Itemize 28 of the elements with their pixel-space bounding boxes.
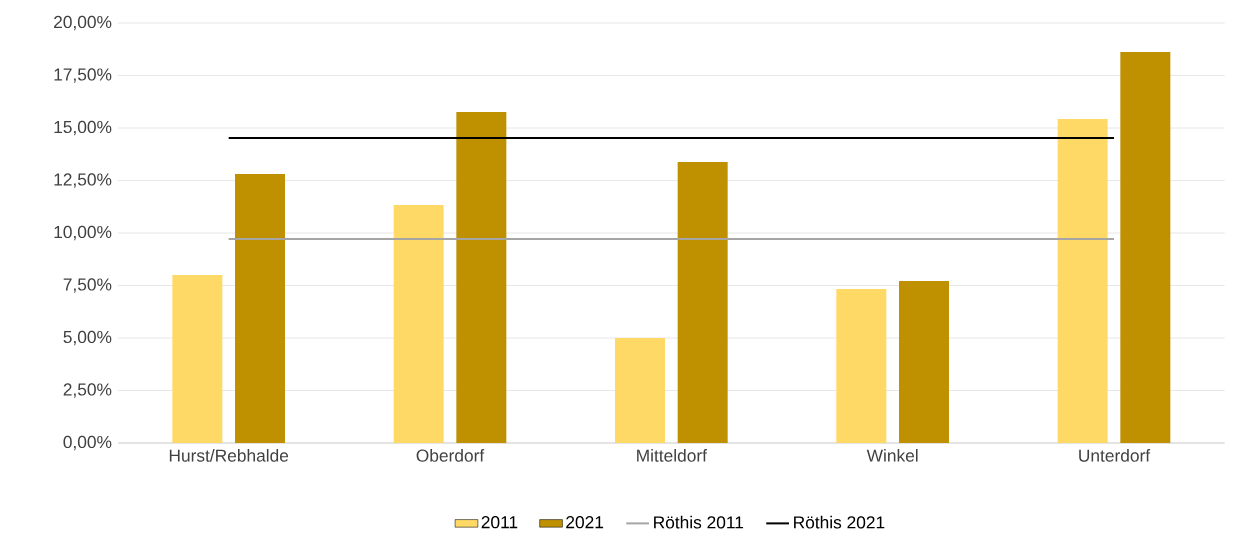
bar [1057, 118, 1108, 443]
legend-label: 2021 [566, 516, 604, 529]
bar [836, 289, 887, 443]
y-tick-label: 5,00% [63, 330, 112, 346]
y-tick-label: 12,50% [54, 173, 112, 188]
legend-label: Röthis 2011 [654, 515, 744, 529]
x-tick-label: Mitteldorf [637, 449, 707, 462]
y-tick-label: 2,50% [63, 383, 112, 398]
y-tick-label: 15,00% [54, 120, 112, 136]
bar [615, 338, 665, 443]
y-tick-label: 10,00% [54, 225, 112, 241]
x-tick-label: Oberdorf [416, 449, 485, 462]
bar [1120, 51, 1171, 443]
bar [235, 173, 285, 443]
x-tick-label: Winkel [866, 449, 918, 462]
bar [899, 281, 949, 443]
bar [677, 162, 728, 443]
y-tick-label: 0,00% [63, 435, 112, 451]
y-tick-label: 20,00% [54, 15, 112, 31]
x-tick-label: Hurst/Rebhalde [169, 449, 289, 462]
bar [172, 275, 223, 443]
y-tick-label: 7,50% [63, 278, 112, 293]
bar [456, 112, 507, 443]
legend-label: 2011 [481, 516, 518, 529]
legend-label: Röthis 2021 [794, 515, 885, 529]
y-tick-label: 17,50% [54, 68, 112, 83]
bar [393, 205, 444, 443]
x-tick-label: Unterdorf [1079, 449, 1151, 462]
